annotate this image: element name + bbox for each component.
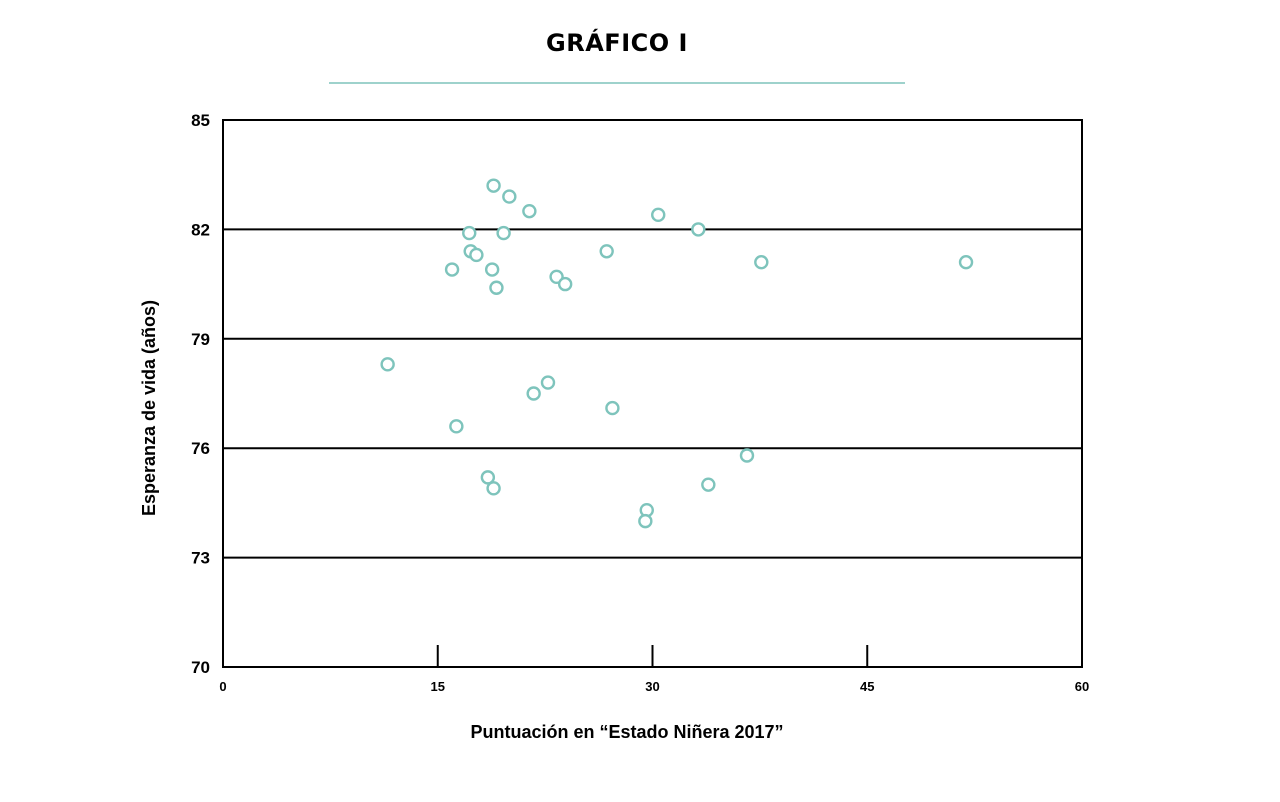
y-tick-label: 73 [191, 549, 210, 568]
data-point [754, 255, 769, 270]
data-point [496, 225, 511, 241]
x-tick-marks [436, 645, 869, 667]
data-point [502, 189, 517, 204]
data-point [526, 386, 541, 401]
data-point [701, 477, 716, 492]
y-tick-label: 79 [191, 330, 210, 349]
data-point [484, 262, 500, 277]
data-point [462, 225, 477, 241]
plot-frame [222, 119, 1083, 668]
data-point [540, 375, 556, 390]
x-tick-label: 30 [645, 679, 659, 694]
data-point [557, 276, 573, 292]
gridlines [223, 228, 1082, 559]
data-point [486, 481, 501, 496]
data-point [489, 280, 504, 295]
data-point [522, 203, 537, 219]
y-axis-label: Esperanza de vida (años) [139, 300, 159, 516]
y-tick-labels: 70 73 76 79 82 85 [191, 111, 210, 677]
x-tick-label: 0 [219, 679, 226, 694]
plot-border [222, 119, 1083, 668]
data-point [638, 513, 653, 529]
data-point [469, 247, 484, 263]
data-point [449, 419, 464, 434]
x-tick-label: 15 [431, 679, 445, 694]
data-point [651, 207, 666, 223]
x-axis-label: Puntuación en “Estado Niñera 2017” [470, 722, 783, 742]
data-point [480, 470, 496, 485]
data-point [444, 262, 460, 277]
y-tick-label: 82 [191, 220, 210, 239]
data-point [486, 178, 501, 193]
data-point [599, 244, 614, 259]
data-point [605, 400, 620, 416]
data-point [380, 357, 395, 372]
data-point [739, 448, 755, 463]
data-points [380, 178, 974, 529]
data-point [691, 222, 706, 237]
data-point [958, 255, 974, 270]
y-tick-label: 85 [191, 111, 210, 130]
y-tick-label: 76 [191, 439, 210, 458]
y-tick-label: 70 [191, 658, 210, 677]
x-tick-labels: 0 15 30 45 60 [219, 679, 1089, 694]
x-tick-label: 45 [860, 679, 874, 694]
x-tick-label: 60 [1075, 679, 1089, 694]
chart-title: GRÁFICO I [546, 28, 688, 57]
